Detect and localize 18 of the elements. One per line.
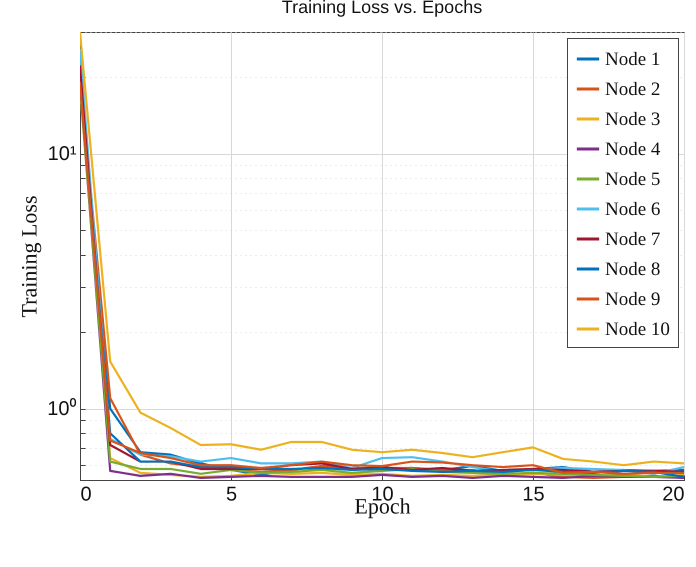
legend-label: Node 8 bbox=[605, 259, 660, 280]
chart-title: Training Loss vs. Epochs bbox=[282, 0, 482, 17]
x-tick-label: 5 bbox=[226, 484, 238, 506]
x-tick-label: 0 bbox=[80, 484, 92, 506]
y-axis-title: Training Loss bbox=[16, 195, 42, 318]
x-tick-label: 15 bbox=[522, 484, 545, 506]
legend-label: Node 3 bbox=[605, 109, 660, 130]
legend-label: Node 10 bbox=[605, 319, 670, 340]
y-tick-label: 10⁰ bbox=[47, 397, 76, 420]
y-tick-label: 10¹ bbox=[48, 143, 77, 166]
legend-label: Node 9 bbox=[605, 289, 660, 310]
legend-label: Node 4 bbox=[605, 139, 661, 160]
legend-label: Node 6 bbox=[605, 199, 660, 220]
legend-label: Node 5 bbox=[605, 169, 660, 190]
x-tick-label: 20 bbox=[662, 484, 684, 506]
legend-label: Node 7 bbox=[605, 229, 660, 250]
legend-label: Node 1 bbox=[605, 49, 660, 70]
legend-label: Node 2 bbox=[605, 79, 660, 100]
